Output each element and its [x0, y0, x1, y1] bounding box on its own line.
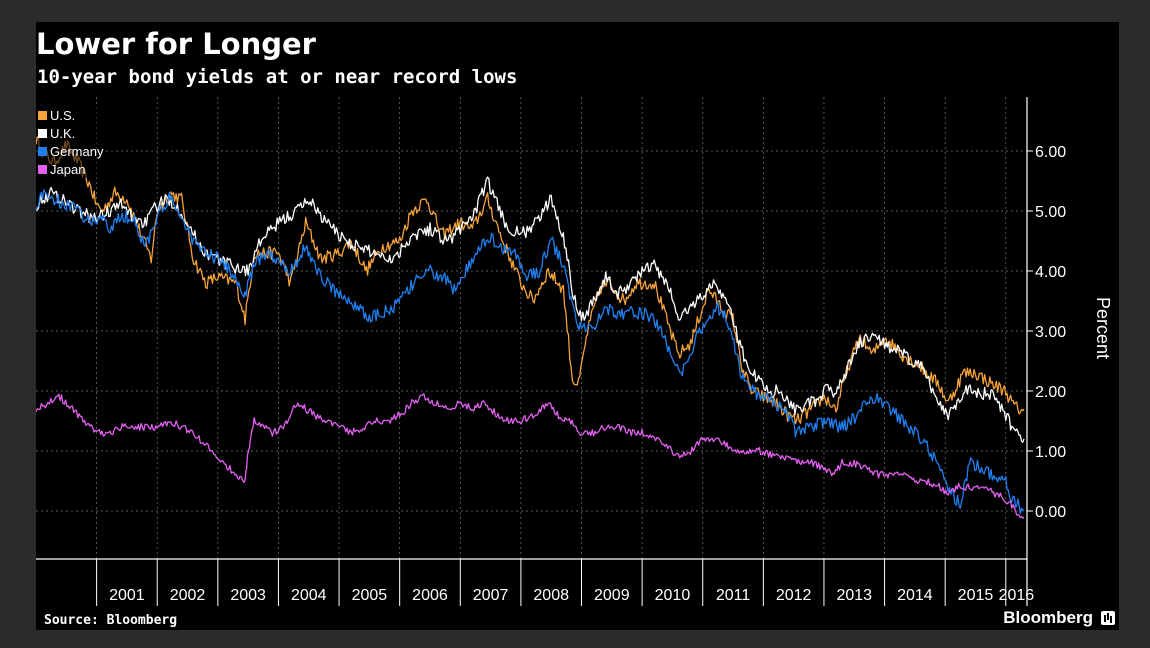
x-tick-label: 2002 — [170, 587, 206, 604]
legend-swatch-japan — [38, 164, 47, 174]
y-tick-label: 5.00 — [1035, 204, 1066, 221]
x-tick-label: 2011 — [716, 587, 751, 604]
bloomberg-chart-icon — [1101, 611, 1115, 625]
x-tick-label: 2013 — [836, 587, 872, 604]
x-tick-label: 2010 — [655, 587, 691, 604]
series-line-uk — [36, 176, 1025, 443]
brand-name: Bloomberg — [1003, 608, 1093, 627]
y-tick-label: 1.00 — [1035, 444, 1066, 461]
legend: U.S. U.K. Germany Japan — [38, 106, 104, 178]
chart-subtitle: 10-year bond yields at or near record lo… — [37, 66, 518, 88]
x-tick-label: 2006 — [412, 587, 448, 604]
axis-layer: 0.00 1.00 2.00 3.00 4.00 5.00 6.00 2001 2002 2003… — [36, 97, 1113, 606]
y-tick-label: 4.00 — [1035, 264, 1066, 281]
chart-title: Lower for Longer — [36, 27, 316, 61]
x-tick-label: 2008 — [533, 587, 569, 604]
y-tick-label: 2.00 — [1035, 384, 1066, 401]
legend-item-uk: U.K. — [38, 124, 103, 142]
x-tick-label: 2015 — [958, 587, 994, 604]
legend-swatch-us — [38, 110, 47, 120]
legend-label-us: U.S. — [50, 107, 76, 123]
brand-logo: Bloomberg — [1003, 608, 1115, 628]
series-line-germany — [36, 189, 1025, 515]
x-tick-label: 2001 — [109, 587, 145, 604]
legend-item-us: U.S. — [38, 106, 103, 124]
series-line-us — [36, 136, 1025, 425]
series-layer — [36, 136, 1025, 519]
x-tick-label: 2009 — [594, 587, 630, 604]
source-note: Source: Bloomberg — [44, 613, 178, 628]
legend-item-japan: Japan — [38, 160, 103, 178]
x-tick-label: 2005 — [352, 587, 388, 604]
legend-item-germany: Germany — [38, 142, 103, 160]
y-tick-label: 3.00 — [1035, 324, 1066, 341]
chart-svg: 0.00 1.00 2.00 3.00 4.00 5.00 6.00 2001 2002 2003… — [36, 97, 1113, 606]
chart-frame: Lower for Longer 10-year bond yields at … — [36, 22, 1119, 630]
legend-label-japan: Japan — [50, 161, 86, 177]
grid-layer — [36, 97, 1027, 559]
legend-label-germany: Germany — [50, 143, 104, 159]
legend-swatch-uk — [38, 128, 47, 138]
x-tick-label: 2014 — [897, 587, 933, 604]
y-tick-label: 0.00 — [1035, 504, 1066, 521]
x-tick-label: 2012 — [776, 587, 812, 604]
legend-label-uk: U.K. — [50, 125, 76, 141]
x-tick-label: 2016 — [999, 587, 1035, 604]
legend-swatch-germany — [38, 146, 47, 156]
x-tick-label: 2007 — [473, 587, 509, 604]
x-tick-label: 2004 — [291, 587, 327, 604]
x-tick-label: 2003 — [230, 587, 266, 604]
y-tick-label: 6.00 — [1035, 144, 1066, 161]
series-line-japan — [36, 393, 1025, 519]
y-axis-label: Percent — [1093, 297, 1113, 359]
